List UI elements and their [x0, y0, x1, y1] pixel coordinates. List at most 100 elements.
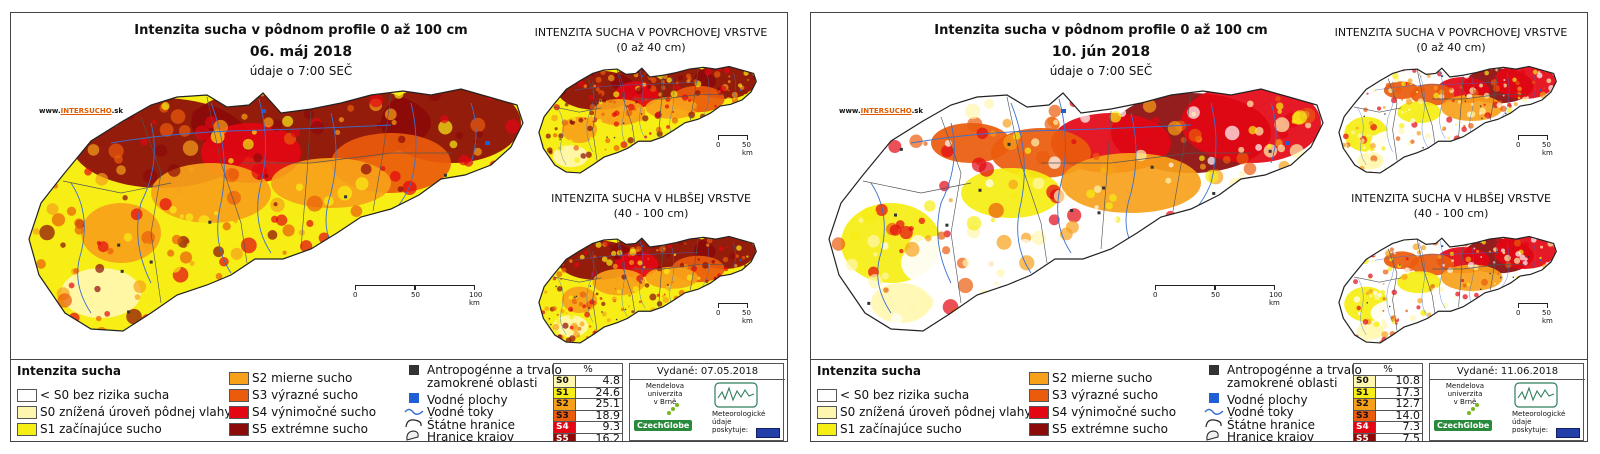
credits-box: Vydané: 07.05.2018 Mendelova univerzita …: [629, 363, 785, 441]
stats-header: %: [1353, 363, 1423, 376]
stats-row: S5 7.5: [1353, 432, 1423, 441]
drought-map-svg: [828, 65, 1557, 344]
swatch-none: [17, 388, 37, 402]
drought-stats-table: % S0 10.8 S1 17.3 S2 12.7 S3 14.0 S4 7.3 S5 7.5: [1353, 363, 1423, 441]
map-area: Intenzita sucha v pôdnom profile 0 až 10…: [811, 13, 1587, 358]
legend-item-anthropogenic: Antropogénne a trvalo zamokrené oblasti: [404, 364, 562, 390]
meteo-credit: Meteorologické údaje poskytuje:: [1512, 410, 1566, 434]
mendel-logo-icon: [667, 403, 679, 415]
legend: Intenzita sucha < S0 bez rizika sucha S0…: [11, 359, 787, 441]
legend-item-s0: S0 znížená úroveň pôdnej vlahy: [817, 405, 1032, 419]
deep-layer-map: [538, 235, 757, 344]
stats-row: S0 4.8: [553, 375, 623, 388]
scale-label-0: 0: [716, 309, 721, 317]
scale-label-50: 50 km: [1542, 141, 1553, 157]
stats-value: 14.0: [1375, 409, 1423, 422]
legend: Intenzita sucha < S0 bez rizika sucha S0…: [811, 359, 1587, 441]
legend-item-water-bodies: Vodné plochy: [1204, 392, 1308, 407]
legend-item-s1: S1 začínajúce sucho: [817, 422, 962, 436]
mendel-university-logo: Mendelova univerzita v Brně: [645, 382, 685, 406]
stats-code: S0: [553, 375, 576, 388]
czechglobe-logo: CzechGlobe: [1434, 420, 1493, 431]
swatch-s5: [229, 422, 249, 436]
surface-layer-heading: INTENZITA SUCHA V POVRCHOVEJ VRSTVE: [1334, 26, 1568, 39]
stats-row: S4 7.3: [1353, 421, 1423, 434]
swatch-s0: [17, 405, 37, 419]
drought-map-panel-june: Intenzita sucha v pôdnom profile 0 až 10…: [810, 12, 1588, 442]
surface-layer-title: INTENZITA SUCHA V POVRCHOVEJ VRSTVE (0 a…: [521, 25, 781, 55]
stats-value: 16.2: [575, 432, 623, 441]
czechglobe-logo: CzechGlobe: [634, 420, 693, 431]
scale-label-100: 100 km: [469, 291, 483, 307]
legend-item-s0: S0 znížená úroveň pôdnej vlahy: [17, 405, 232, 419]
website-prefix: www.: [39, 107, 61, 115]
shmu-logo: [1556, 428, 1580, 438]
scale-label-50: 50 km: [742, 309, 753, 325]
legend-item-region-border: Hranice krajov: [1204, 429, 1314, 441]
swatch-s4: [229, 405, 249, 419]
stats-code: S4: [1353, 421, 1376, 434]
stats-code: S1: [1353, 386, 1376, 399]
legend-title: Intenzita sucha: [17, 364, 121, 378]
legend-item-s5: S5 extrémne sucho: [229, 422, 368, 436]
swatch-s4: [1029, 405, 1049, 419]
river-icon: [404, 405, 424, 419]
drought-stats-table: % S0 4.8 S1 24.6 S2 25.1 S3 18.9 S4 9.3 S5 16.2: [553, 363, 623, 441]
state-border-icon: [404, 417, 424, 432]
issued-date: Vydané: 11.06.2018: [1430, 366, 1585, 380]
legend-title: Intenzita sucha: [817, 364, 921, 378]
scale-label-0: 0: [1516, 309, 1521, 317]
surface-layer-range: (0 až 40 cm): [1416, 41, 1486, 54]
deep-layer-heading: INTENZITA SUCHA V HLBŠEJ VRSTVE: [1351, 192, 1551, 205]
meteo-credit: Meteorologické údaje poskytuje:: [712, 410, 766, 434]
legend-item-state-border: Štátne hranice: [404, 417, 515, 432]
time-note: údaje o 7:00 SEČ: [249, 64, 353, 78]
swatch-s1: [817, 422, 837, 436]
deep-layer-title: INTENZITA SUCHA V HLBŠEJ VRSTVE (40 - 10…: [1321, 191, 1581, 221]
region-border-icon: [1204, 429, 1224, 441]
stats-value: 18.9: [575, 409, 623, 422]
swatch-s1: [17, 422, 37, 436]
swatch-s5: [1029, 422, 1049, 436]
mendel-logo-icon: [1467, 403, 1479, 415]
state-border-icon: [1204, 417, 1224, 432]
drought-map-panel-may: Intenzita sucha v pôdnom profile 0 až 10…: [10, 12, 788, 442]
main-drought-map: [28, 88, 524, 332]
stats-code: S5: [1353, 432, 1376, 441]
website-suffix: .sk: [111, 107, 124, 115]
website-label: www.INTERSUCHO.sk: [839, 107, 923, 115]
stats-row: S1 24.6: [553, 386, 623, 399]
scale-label-0: 0: [353, 291, 358, 299]
legend-item-s3: S3 výrazné sucho: [229, 388, 358, 402]
website-accent: INTERSUCHO: [860, 107, 912, 115]
scale-label-100: 100 km: [1269, 291, 1283, 307]
stats-row: S3 18.9: [553, 409, 623, 422]
stats-code: S2: [553, 398, 576, 411]
scale-label-0: 0: [1516, 141, 1521, 149]
anthropogenic-icon: [404, 364, 424, 379]
intersucho-logo-icon: [714, 382, 758, 408]
deep-layer-heading: INTENZITA SUCHA V HLBŠEJ VRSTVE: [551, 192, 751, 205]
map-title-block: Intenzita sucha v pôdnom profile 0 až 10…: [131, 23, 471, 78]
scale-label-50: 50: [1211, 291, 1220, 299]
region-border-icon: [404, 429, 424, 441]
legend-item-s5: S5 extrémne sucho: [1029, 422, 1168, 436]
swatch-s3: [229, 388, 249, 402]
deep-layer-range: (40 - 100 cm): [1413, 207, 1489, 220]
scale-label-50: 50 km: [1542, 309, 1553, 325]
stats-header: %: [553, 363, 623, 376]
legend-item-s1: S1 začínajúce sucho: [17, 422, 162, 436]
deep-layer-range: (40 - 100 cm): [613, 207, 689, 220]
stats-code: S3: [553, 409, 576, 422]
stats-row: S0 10.8: [1353, 375, 1423, 388]
credits-box: Vydané: 11.06.2018 Mendelova univerzita …: [1429, 363, 1585, 441]
river-icon: [1204, 405, 1224, 419]
map-date: 10. jún 2018: [1051, 44, 1151, 60]
stats-row: S1 17.3: [1353, 386, 1423, 399]
stats-code: S4: [553, 421, 576, 434]
legend-item-rivers: Vodné toky: [404, 405, 494, 419]
legend-item-s4: S4 výnimočné sucho: [1029, 405, 1176, 419]
deep-layer-title: INTENZITA SUCHA V HLBŠEJ VRSTVE (40 - 10…: [521, 191, 781, 221]
stats-code: S3: [1353, 409, 1376, 422]
map-date: 06. máj 2018: [249, 44, 353, 60]
